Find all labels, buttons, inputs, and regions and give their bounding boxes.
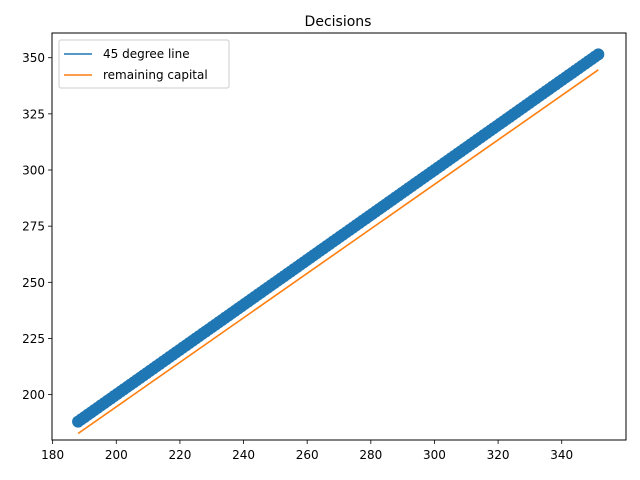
x-axis: 180 200 220 240 260 280 300 320 340 [41,440,573,462]
y-tick-label: 350 [22,51,45,65]
y-tick-label: 275 [22,220,45,234]
plot-frame [51,32,627,441]
x-tick-label: 340 [550,448,573,462]
y-tick-label: 200 [22,388,45,402]
legend-box [58,39,230,89]
legend-label-remaining-capital: remaining capital [103,68,208,82]
x-tick-label: 220 [168,448,191,462]
x-tick-label: 280 [359,448,382,462]
series-line-remaining-capital [77,69,599,435]
x-tick-label: 260 [296,448,319,462]
plot-marks [72,48,605,435]
y-tick-label: 225 [22,332,45,346]
series-line-45-degree-line [77,53,599,423]
x-tick-label: 200 [105,448,128,462]
y-tick-label: 300 [22,164,45,178]
y-axis: 200 225 250 275 300 325 350 [22,51,52,402]
x-tick-label: 240 [232,448,255,462]
y-tick-label: 325 [22,107,45,121]
y-tick-label: 250 [22,276,45,290]
legend-label-45-degree-line: 45 degree line [103,47,190,61]
x-tick-label: 320 [487,448,510,462]
x-tick-label: 180 [41,448,64,462]
chart-title: Decisions [305,14,372,30]
x-tick-label: 300 [423,448,446,462]
legend: 45 degree line remaining capital [58,39,230,89]
